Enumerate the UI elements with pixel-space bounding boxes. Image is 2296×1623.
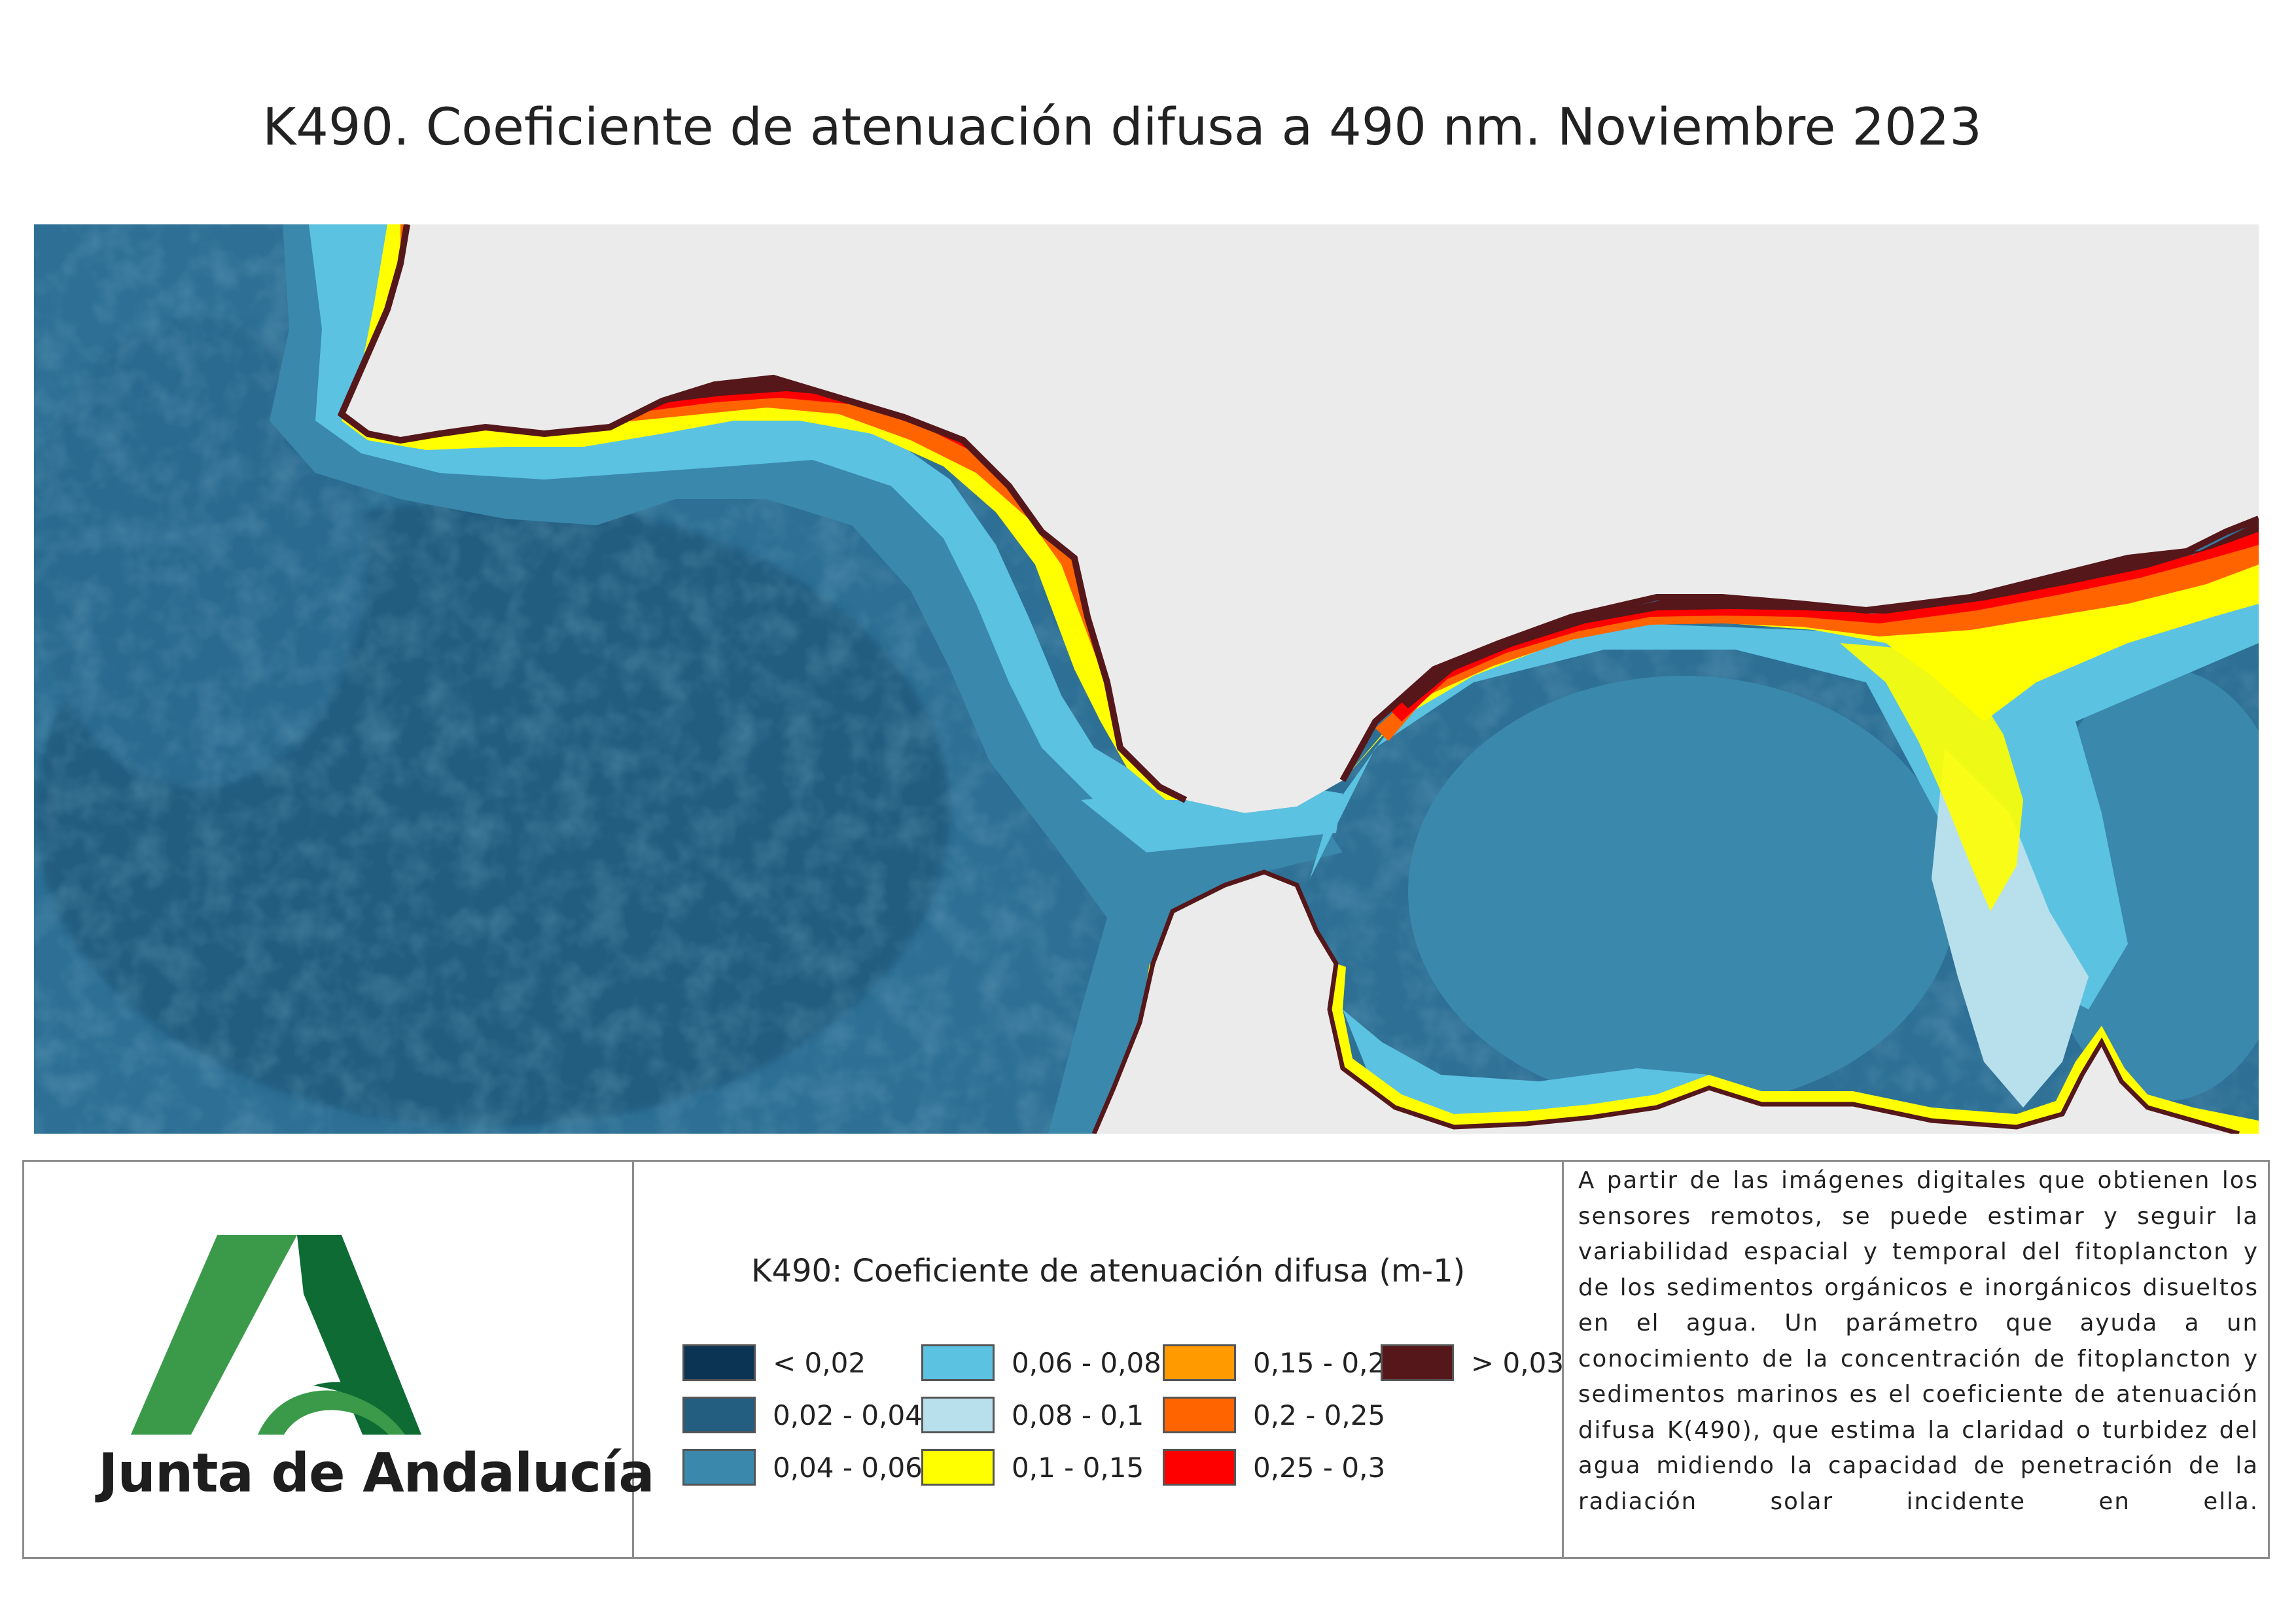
legend-label: > 0,03 — [1471, 1347, 1564, 1379]
panel-divider-right — [1562, 1160, 1564, 1559]
legend-swatch — [682, 1449, 756, 1486]
legend-label: 0,1 - 0,15 — [1012, 1452, 1144, 1484]
legend-swatch — [1163, 1449, 1236, 1486]
panel-divider-left — [632, 1160, 634, 1559]
legend-label: 0,2 - 0,25 — [1253, 1399, 1386, 1431]
legend-swatch — [921, 1344, 995, 1381]
legend-swatch — [921, 1449, 995, 1486]
legend-swatch — [682, 1344, 756, 1381]
legend-swatch — [1163, 1397, 1236, 1433]
map-title: K490. Coeficiente de atenuación difusa a… — [262, 98, 1982, 157]
legend-label: 0,08 - 0,1 — [1012, 1399, 1144, 1431]
legend-label: < 0,02 — [773, 1347, 866, 1379]
legend-label: 0,25 - 0,3 — [1253, 1452, 1386, 1484]
legend-swatch — [682, 1397, 756, 1433]
logo-mark-icon — [131, 1235, 421, 1435]
legend-swatch — [1381, 1344, 1454, 1381]
description-text: A partir de las imágenes digitales que o… — [1578, 1167, 2259, 1515]
legend-title: K490: Coeficiente de atenuación difusa (… — [751, 1253, 1466, 1289]
legend-label: 0,04 - 0,06 — [773, 1452, 923, 1484]
junta-andalucia-logo — [22, 1160, 631, 1559]
k490-map — [34, 224, 2259, 1134]
legend-label: 0,02 - 0,04 — [773, 1399, 923, 1431]
map-canvas — [34, 224, 2259, 1134]
legend-swatch — [1163, 1344, 1236, 1381]
logo-text: Junta de Andalucía — [98, 1442, 655, 1505]
footer-panel — [22, 1160, 2270, 1559]
legend-label: 0,06 - 0,08 — [1012, 1347, 1161, 1379]
legend-label: 0,15 - 0,2 — [1253, 1347, 1386, 1379]
legend-swatch — [921, 1397, 995, 1433]
